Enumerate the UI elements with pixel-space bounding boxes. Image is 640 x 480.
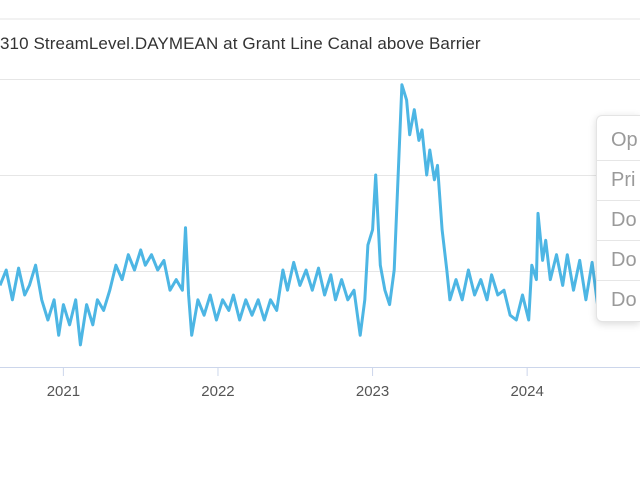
menu-item-download-3[interactable]: Do <box>611 289 637 311</box>
menu-item-open[interactable]: Op <box>597 121 640 161</box>
x-tick-label: 2023 <box>356 383 389 400</box>
x-tick-label: 2024 <box>510 383 543 400</box>
x-tick-label: 2021 <box>47 383 80 400</box>
menu-item-download-2[interactable]: Do <box>597 241 640 281</box>
series-line <box>0 83 600 347</box>
context-menu: Op Pri Do Do Do <box>596 115 640 322</box>
menu-item-print[interactable]: Pri <box>597 161 640 201</box>
x-tick-label: 2022 <box>201 383 234 400</box>
chart-title: 310 StreamLevel.DAYMEAN at Grant Line Ca… <box>0 34 481 53</box>
menu-item-download-1[interactable]: Do <box>597 201 640 241</box>
